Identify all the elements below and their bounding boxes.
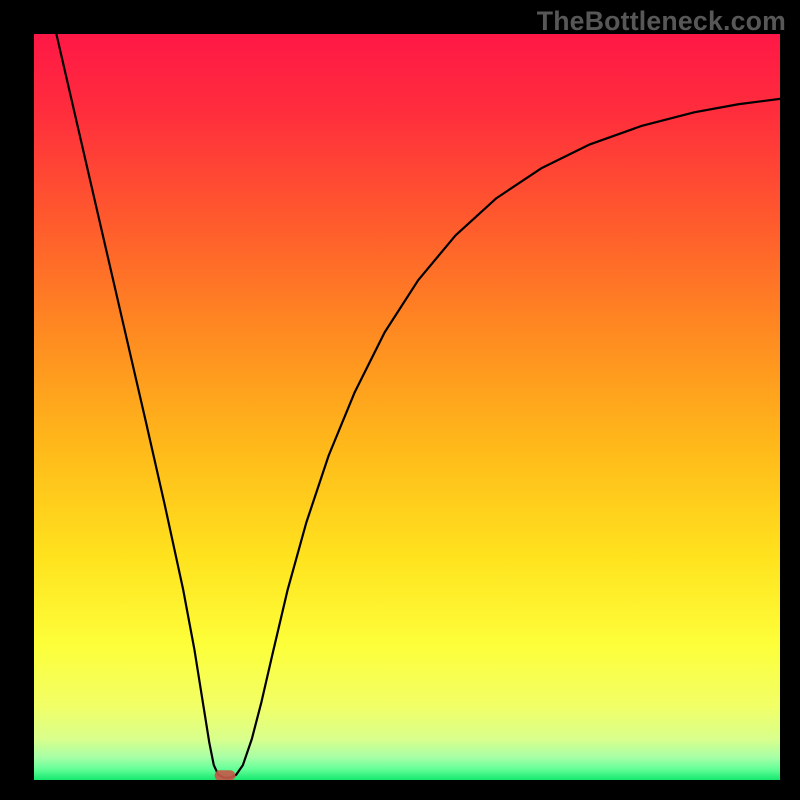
chart-stage: TheBottleneck.com — [0, 0, 800, 800]
bottleneck-chart — [34, 34, 780, 780]
attribution-text: TheBottleneck.com — [537, 6, 786, 37]
optimum-marker — [215, 770, 236, 780]
gradient-background — [34, 34, 780, 780]
